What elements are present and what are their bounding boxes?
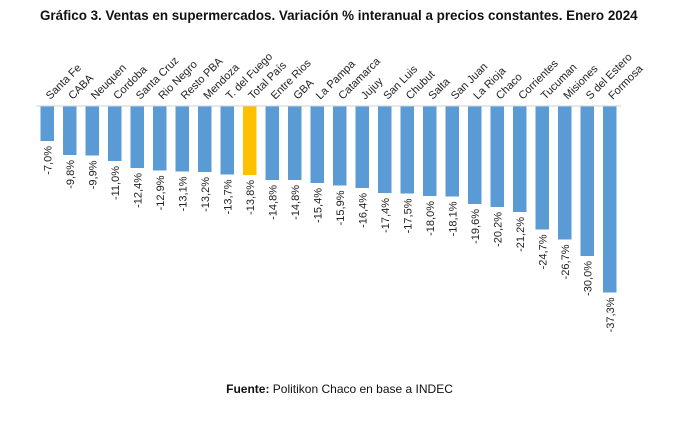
bar-s-del-estero xyxy=(580,106,594,256)
value-label: -7,0% xyxy=(42,146,54,175)
bar-neuquen xyxy=(85,106,99,156)
value-label: -9,9% xyxy=(87,160,99,189)
value-label: -21,2% xyxy=(515,217,527,252)
value-label: -18,1% xyxy=(447,201,459,236)
source-note: Fuente: Politikon Chaco en base a INDEC xyxy=(0,382,679,396)
value-label: -11,0% xyxy=(110,166,122,200)
source-label: Fuente: xyxy=(226,382,270,396)
value-label: -30,0% xyxy=(582,261,594,296)
bar-resto-pba xyxy=(175,106,189,172)
bar-santa-cruz xyxy=(130,106,144,168)
bar-chaco xyxy=(490,106,504,207)
value-label: -24,7% xyxy=(537,234,549,269)
value-label: -14,8% xyxy=(267,185,279,220)
bar-misiones xyxy=(558,106,572,240)
value-label: -20,2% xyxy=(492,212,504,247)
value-label: -17,4% xyxy=(380,198,392,233)
value-label: -19,6% xyxy=(470,209,482,244)
bar-salta xyxy=(423,106,437,196)
bar-mendoza xyxy=(198,106,212,172)
value-label: -18,0% xyxy=(425,201,437,236)
bar-chart: Santa Fe-7,0%CABA-9,8%Neuquen-9,9%Cordob… xyxy=(36,51,646,332)
bar-entre-rios xyxy=(265,106,279,180)
bar-san-juan xyxy=(445,106,459,197)
bar-gba xyxy=(288,106,302,180)
bar-corrientes xyxy=(513,106,527,212)
bar-cordoba xyxy=(108,106,122,161)
value-label: -9,8% xyxy=(65,160,77,189)
value-label: -37,3% xyxy=(605,297,617,332)
bar-t-del-fuego xyxy=(220,106,234,175)
value-label: -12,9% xyxy=(155,175,167,210)
value-label: -15,4% xyxy=(312,188,324,223)
bar-rio-negro xyxy=(153,106,167,171)
bar-catamarca xyxy=(333,106,347,186)
bar-santa-fe xyxy=(40,106,54,141)
value-label: -17,5% xyxy=(402,198,414,233)
chart-title: Gráfico 3. Ventas en supermercados. Vari… xyxy=(40,8,638,23)
bar-jujuy xyxy=(355,106,369,188)
value-label: -13,2% xyxy=(200,177,212,212)
bar-tucuman xyxy=(535,106,549,230)
bar-total-pa-s xyxy=(243,106,257,175)
bar-la-rioja xyxy=(468,106,482,204)
value-label: -13,1% xyxy=(177,176,189,211)
bar-caba xyxy=(63,106,77,155)
bar-formosa xyxy=(603,106,617,293)
value-label: -13,8% xyxy=(245,180,257,215)
bar-la-pampa xyxy=(310,106,324,183)
value-label: -14,8% xyxy=(290,185,302,220)
value-label: -15,9% xyxy=(335,190,347,225)
value-label: -26,7% xyxy=(560,244,572,279)
value-label: -16,4% xyxy=(357,193,369,228)
bar-san-luis xyxy=(378,106,392,193)
value-label: -13,7% xyxy=(222,179,234,214)
value-label: -12,4% xyxy=(132,173,144,208)
source-text: Politikon Chaco en base a INDEC xyxy=(269,382,453,396)
bar-chubut xyxy=(400,106,414,194)
